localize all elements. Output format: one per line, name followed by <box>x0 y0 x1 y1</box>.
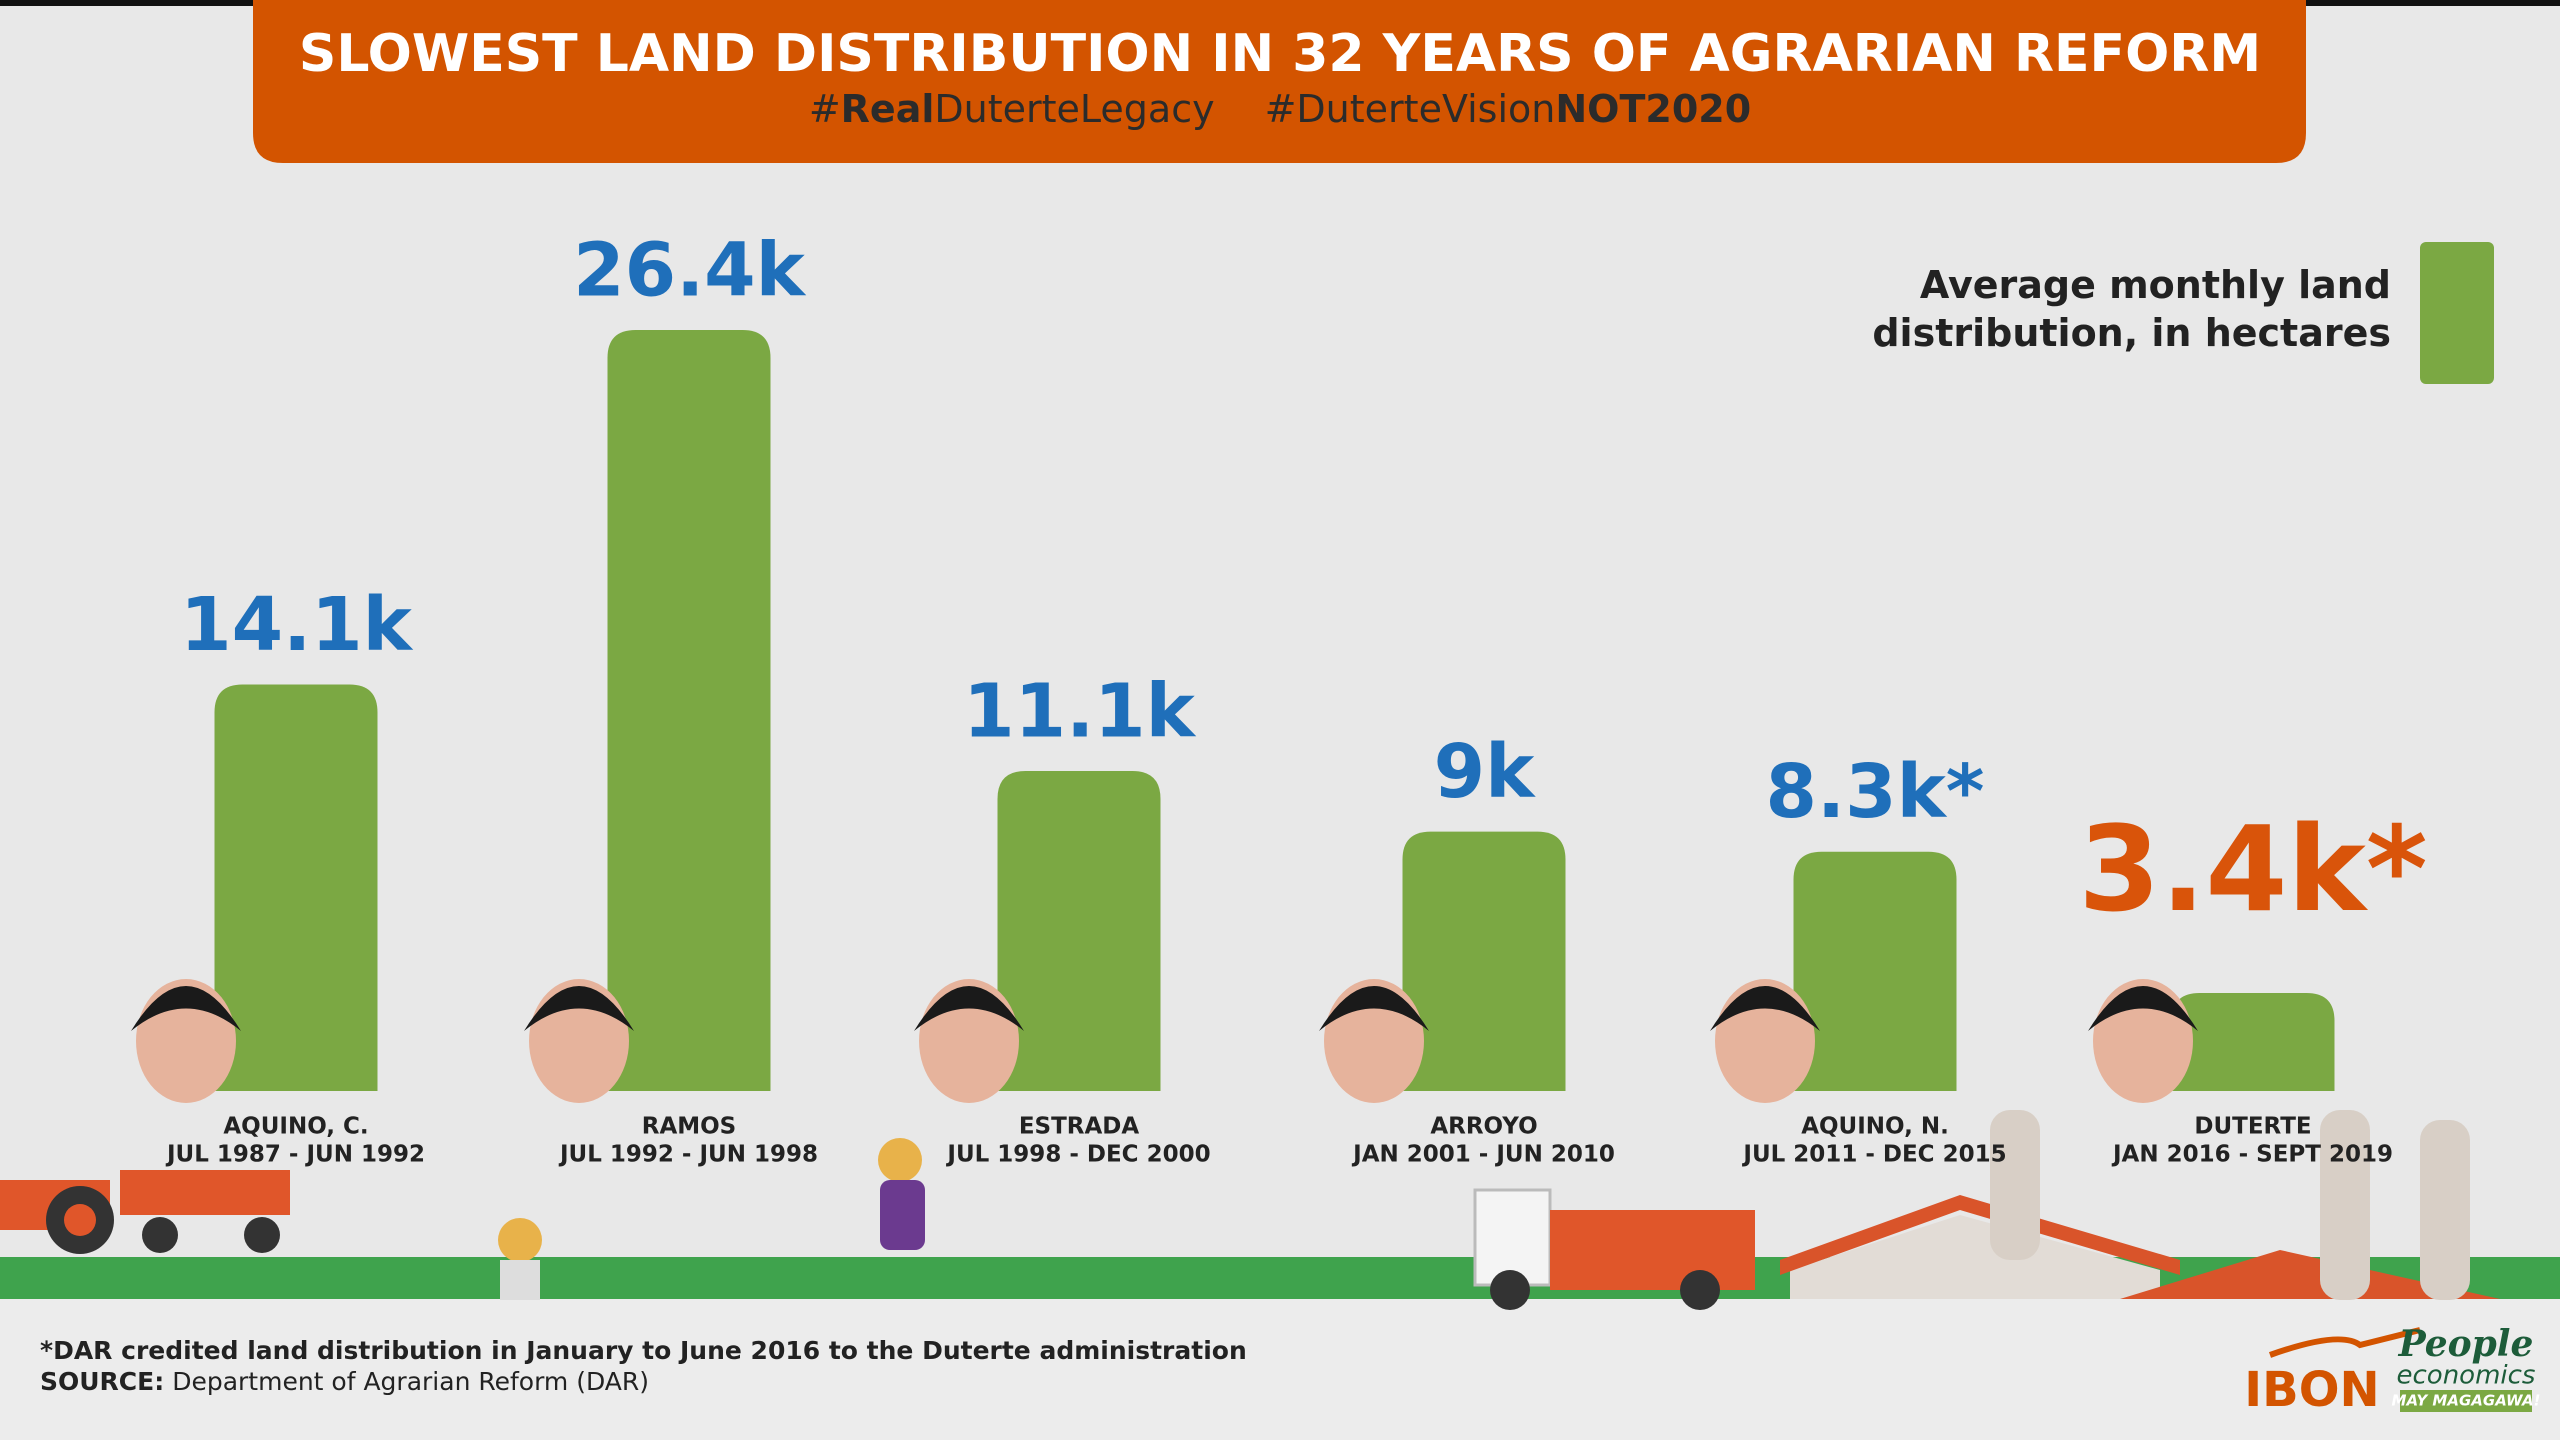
value-label: 14.1k <box>180 582 414 668</box>
ibon-logo: IBON <box>2244 1362 2379 1418</box>
header-box <box>253 0 2306 163</box>
hashtag-part: NOT2020 <box>1555 87 1751 131</box>
value-label: 11.1k <box>963 669 1197 755</box>
portrait-hair <box>524 986 634 1031</box>
hashtag-part: DuterteLegacy <box>934 87 1214 131</box>
footnote: *DAR credited land distribution in Janua… <box>40 1336 1247 1365</box>
value-label: 26.4k <box>573 228 807 314</box>
period-label: JUL 1992 - JUN 1998 <box>558 1142 818 1168</box>
bar <box>1402 831 1566 1091</box>
source-label: SOURCE: <box>40 1367 164 1396</box>
tagline-box <box>2400 1390 2532 1412</box>
ibon-mark <box>2268 1327 2421 1358</box>
bar <box>1793 851 1957 1091</box>
period-label: JUL 2011 - DEC 2015 <box>1741 1142 2006 1168</box>
portrait-hair <box>1710 986 1820 1031</box>
hashtag-part: Real <box>841 87 935 131</box>
category-label: ESTRADA <box>1019 1114 1140 1140</box>
portrait-hair <box>131 986 241 1031</box>
decor <box>0 1110 2500 1310</box>
source-text: Department of Agrarian Reform (DAR) <box>172 1367 649 1396</box>
hashtag-part: #DuterteVision <box>1265 87 1556 131</box>
bar <box>2171 992 2335 1091</box>
bar <box>214 684 378 1091</box>
legend-label: Average monthly land distribution, in hec… <box>1872 263 2391 355</box>
value-label: 3.4k* <box>2078 800 2427 938</box>
footer-bg <box>0 1299 2560 1440</box>
economics-logo: economics <box>2397 1361 2536 1391</box>
period-label: JAN 2016 - SEPT 2019 <box>2111 1142 2393 1168</box>
hashtag-part: # <box>809 87 841 131</box>
bar <box>997 771 1161 1091</box>
value-label: 9k <box>1434 729 1536 815</box>
portrait-hair <box>1319 986 1429 1031</box>
portrait-hair <box>914 986 1024 1031</box>
period-label: JUL 1998 - DEC 2000 <box>945 1142 1210 1168</box>
category-label: AQUINO, C. <box>223 1114 368 1140</box>
tagline: MAY MAGAGAWA! <box>2392 1392 2541 1410</box>
value-label: 8.3k* <box>1765 749 1984 835</box>
period-label: JAN 2001 - JUN 2010 <box>1351 1142 1615 1168</box>
category-label: DUTERTE <box>2194 1114 2311 1140</box>
people-logo: People <box>2398 1323 2534 1365</box>
category-label: RAMOS <box>642 1114 737 1140</box>
category-label: AQUINO, N. <box>1801 1114 1949 1140</box>
category-label: ARROYO <box>1430 1114 1537 1140</box>
source: SOURCE: Department of Agrarian Reform (D… <box>40 1367 649 1396</box>
chart-title: SLOWEST LAND DISTRIBUTION IN 32 YEARS OF… <box>299 24 2261 84</box>
legend-line: Average monthly land <box>1920 263 2391 307</box>
hashtags: #RealDuterteLegacy #DuterteVisionNOT2020 <box>809 87 1751 131</box>
bar <box>607 330 771 1091</box>
legend-line: distribution, in hectares <box>1872 311 2391 355</box>
legend-swatch <box>2420 242 2494 384</box>
portrait-hair <box>2088 986 2198 1031</box>
period-label: JUL 1987 - JUN 1992 <box>165 1142 425 1168</box>
